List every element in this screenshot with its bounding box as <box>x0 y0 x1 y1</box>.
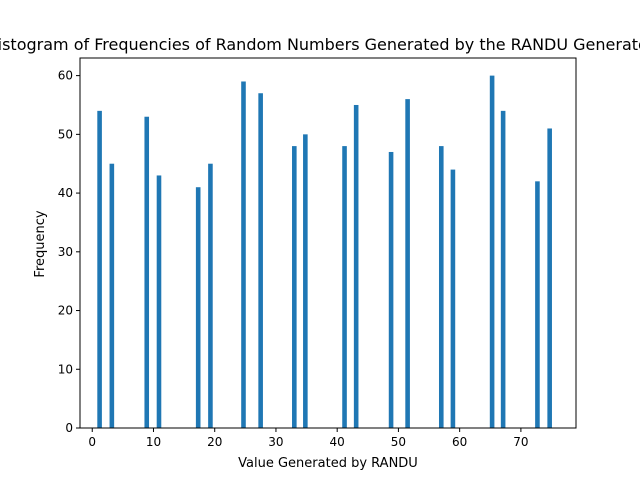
bar <box>292 146 297 428</box>
y-tick-label: 30 <box>58 245 73 259</box>
bar <box>489 75 495 429</box>
bar <box>535 181 540 428</box>
y-tick-label: 20 <box>58 304 73 318</box>
bar <box>450 169 456 428</box>
x-axis-ticks: 0 10 20 30 40 50 60 70 <box>88 428 529 449</box>
bar <box>109 163 115 428</box>
bar <box>258 93 263 429</box>
x-tick-label: 70 <box>513 435 528 449</box>
y-axis-label: Frequency <box>33 210 48 277</box>
bar <box>241 81 246 429</box>
x-tick-label: 10 <box>146 435 161 449</box>
bars-group <box>97 75 552 429</box>
bar <box>353 104 359 428</box>
bar <box>156 175 162 428</box>
x-tick-label: 50 <box>391 435 406 449</box>
bar <box>438 146 444 428</box>
y-tick-label: 60 <box>58 69 73 83</box>
y-tick-label: 0 <box>65 421 73 435</box>
bar <box>195 187 201 428</box>
bar <box>500 110 506 429</box>
x-tick-label: 30 <box>268 435 283 449</box>
bar <box>208 163 213 428</box>
x-tick-label: 40 <box>330 435 345 449</box>
x-tick-label: 60 <box>452 435 467 449</box>
bar <box>97 110 102 429</box>
bar <box>303 134 308 428</box>
y-tick-label: 40 <box>58 186 73 200</box>
axes-frame <box>79 57 577 429</box>
y-tick-label: 50 <box>58 127 73 141</box>
x-axis-label: Value Generated by RANDU <box>238 456 418 471</box>
y-axis-ticks: 0 10 20 30 40 50 60 <box>58 69 80 435</box>
bar <box>405 99 410 429</box>
x-tick-label: 0 <box>88 435 96 449</box>
bar <box>144 116 150 428</box>
chart-title: Histogram of Frequencies of Random Numbe… <box>0 35 640 54</box>
bar <box>342 146 347 428</box>
bar <box>547 128 552 429</box>
bar <box>388 151 394 428</box>
y-tick-label: 10 <box>58 362 73 376</box>
x-tick-label: 20 <box>207 435 222 449</box>
